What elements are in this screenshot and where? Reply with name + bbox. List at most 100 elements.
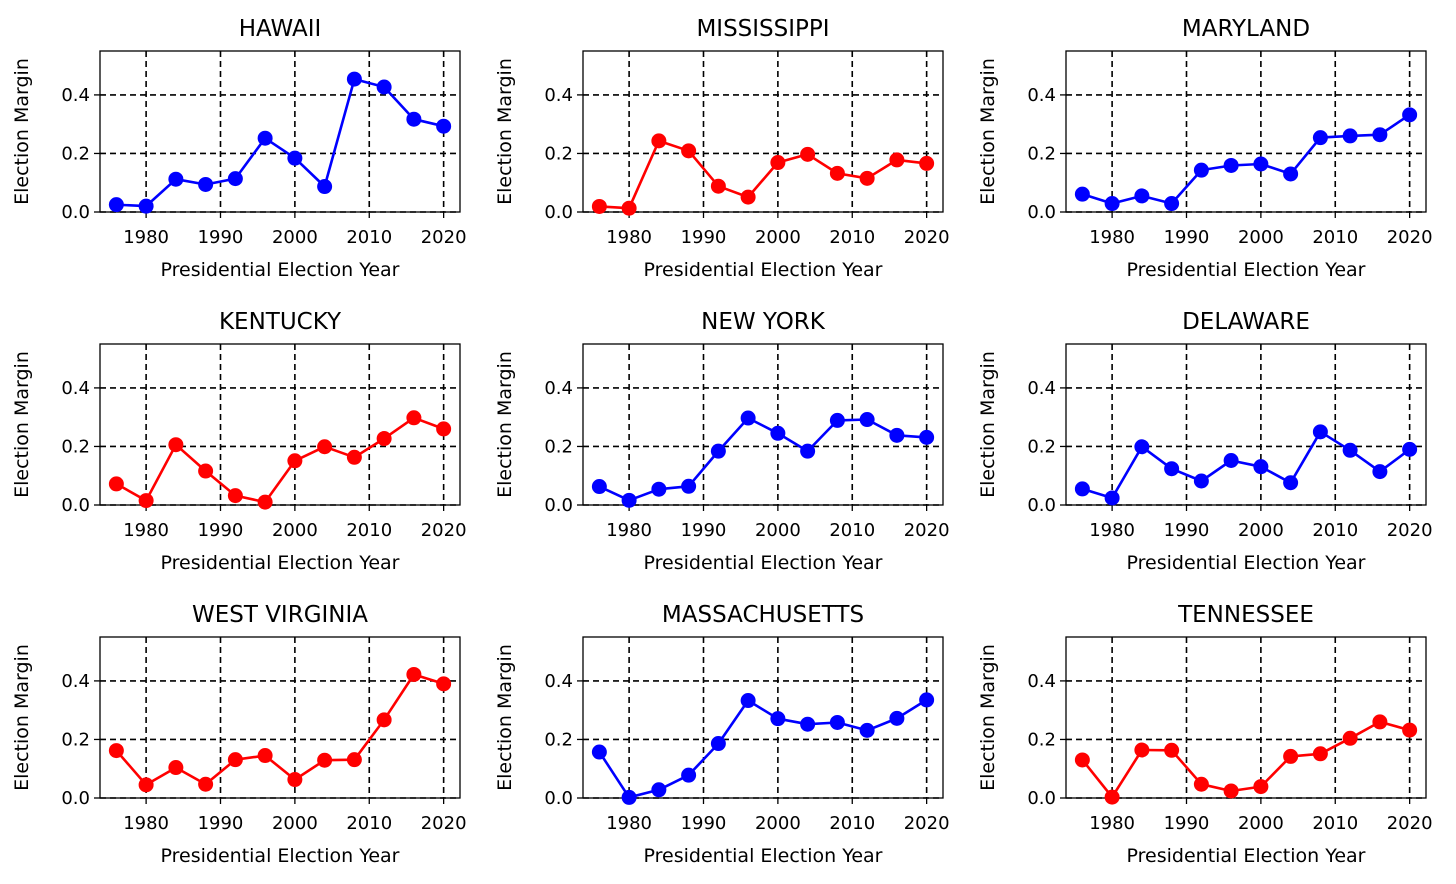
x-tick-label: 1990 [198,520,244,541]
data-point [317,179,333,195]
y-axis-label: Election Margin [11,351,33,498]
y-axis-label: Election Margin [11,644,33,791]
data-point [740,410,756,426]
data-point [919,692,935,708]
data-point [1164,742,1180,758]
subplot: 1980 1990 2000 2010 2020 0.0 0.2 0.4 NEW YORK Pre… [494,309,950,574]
data-point [1253,156,1269,172]
x-axis-label: Presidential Election Year [161,845,400,867]
data-point [227,752,243,768]
data-point [1283,166,1299,182]
axes-frame [99,50,461,213]
x-tick-label: 2020 [904,227,950,248]
data-point [651,133,667,149]
data-point [621,789,637,805]
series-line [115,416,445,504]
data-point [1193,473,1209,489]
y-tick-label: 0.2 [61,143,90,164]
data-point [1074,481,1090,497]
data-point [257,130,273,146]
data-point [406,666,422,682]
data-point [919,155,935,171]
y-tick-label: 0.4 [1027,671,1056,692]
data-point [859,412,875,428]
data-point [376,79,392,95]
x-tick-label: 2000 [272,813,318,834]
data-point [406,410,422,426]
data-point [108,476,124,492]
y-tick-label: 0.4 [61,671,90,692]
y-tick-label: 0.4 [1027,85,1056,106]
subplot-title: HAWAII [239,16,322,42]
y-tick-label: 0.0 [1027,788,1056,809]
y-tick-label: 0.2 [1027,729,1056,750]
data-point [829,714,845,730]
data-point [770,425,786,441]
data-point [227,171,243,187]
x-tick-label: 1990 [1164,227,1210,248]
subplot-title: DELAWARE [1182,309,1310,335]
subplot: 1980 1990 2000 2010 2020 0.0 0.2 0.4 KENTUCKY Pre… [11,309,467,574]
y-tick-label: 0.4 [61,378,90,399]
x-tick-label: 2010 [346,813,392,834]
data-point [257,494,273,510]
data-point [346,449,362,465]
subplot-title: MASSACHUSETTS [662,602,864,628]
data-point [651,481,667,497]
data-point [1223,157,1239,173]
data-point [317,439,333,455]
y-tick-label: 0.2 [61,729,90,750]
data-point [1104,196,1120,212]
data-point [168,171,184,187]
y-axis-label: Election Margin [494,644,516,791]
y-axis-label: Election Margin [11,58,33,205]
data-point [859,170,875,186]
subplot-title: MISSISSIPPI [696,16,829,42]
data-point [740,189,756,205]
data-point [108,743,124,759]
y-axis-label: Election Margin [494,351,516,498]
x-tick-label: 2010 [829,520,875,541]
x-axis-label: Presidential Election Year [1127,845,1366,867]
data-point [770,155,786,171]
subplot: 1980 1990 2000 2010 2020 0.0 0.2 0.4 TENNESSEE Pr… [977,602,1433,867]
y-tick-label: 0.2 [1027,436,1056,457]
y-tick-label: 0.0 [544,202,573,223]
series-line [1082,113,1411,205]
y-axis-label: Election Margin [977,351,999,498]
x-axis-label: Presidential Election Year [644,845,883,867]
x-tick-label: 1980 [1089,227,1135,248]
data-point [859,722,875,738]
y-tick-label: 0.2 [544,436,573,457]
x-tick-label: 1980 [1089,813,1135,834]
x-tick-label: 2010 [829,813,875,834]
data-point [198,776,214,792]
x-tick-label: 2020 [1387,227,1433,248]
axes-frame [582,636,944,799]
y-tick-label: 0.0 [61,202,90,223]
axes-frame [582,343,944,506]
data-point [1372,127,1388,143]
y-tick-label: 0.0 [61,788,90,809]
data-point [591,198,607,214]
y-tick-label: 0.2 [1027,143,1056,164]
x-tick-label: 2020 [421,227,467,248]
data-point [681,478,697,494]
subplot: 1980 1990 2000 2010 2020 0.0 0.2 0.4 MARYLAND Pre… [977,16,1433,281]
data-point [1312,424,1328,440]
x-tick-label: 1990 [198,813,244,834]
series-line [599,139,927,210]
x-tick-label: 1990 [1164,520,1210,541]
data-point [800,443,816,459]
subplot-title: KENTUCKY [219,309,342,335]
x-tick-label: 1990 [1164,813,1210,834]
y-axis-label: Election Margin [494,58,516,205]
data-point [287,453,303,469]
subplot-title: NEW YORK [701,309,826,335]
data-point [770,711,786,727]
x-tick-label: 2000 [755,520,801,541]
y-tick-label: 0.0 [1027,202,1056,223]
data-point [1342,442,1358,458]
data-point [710,736,726,752]
axes-frame [1065,50,1427,213]
